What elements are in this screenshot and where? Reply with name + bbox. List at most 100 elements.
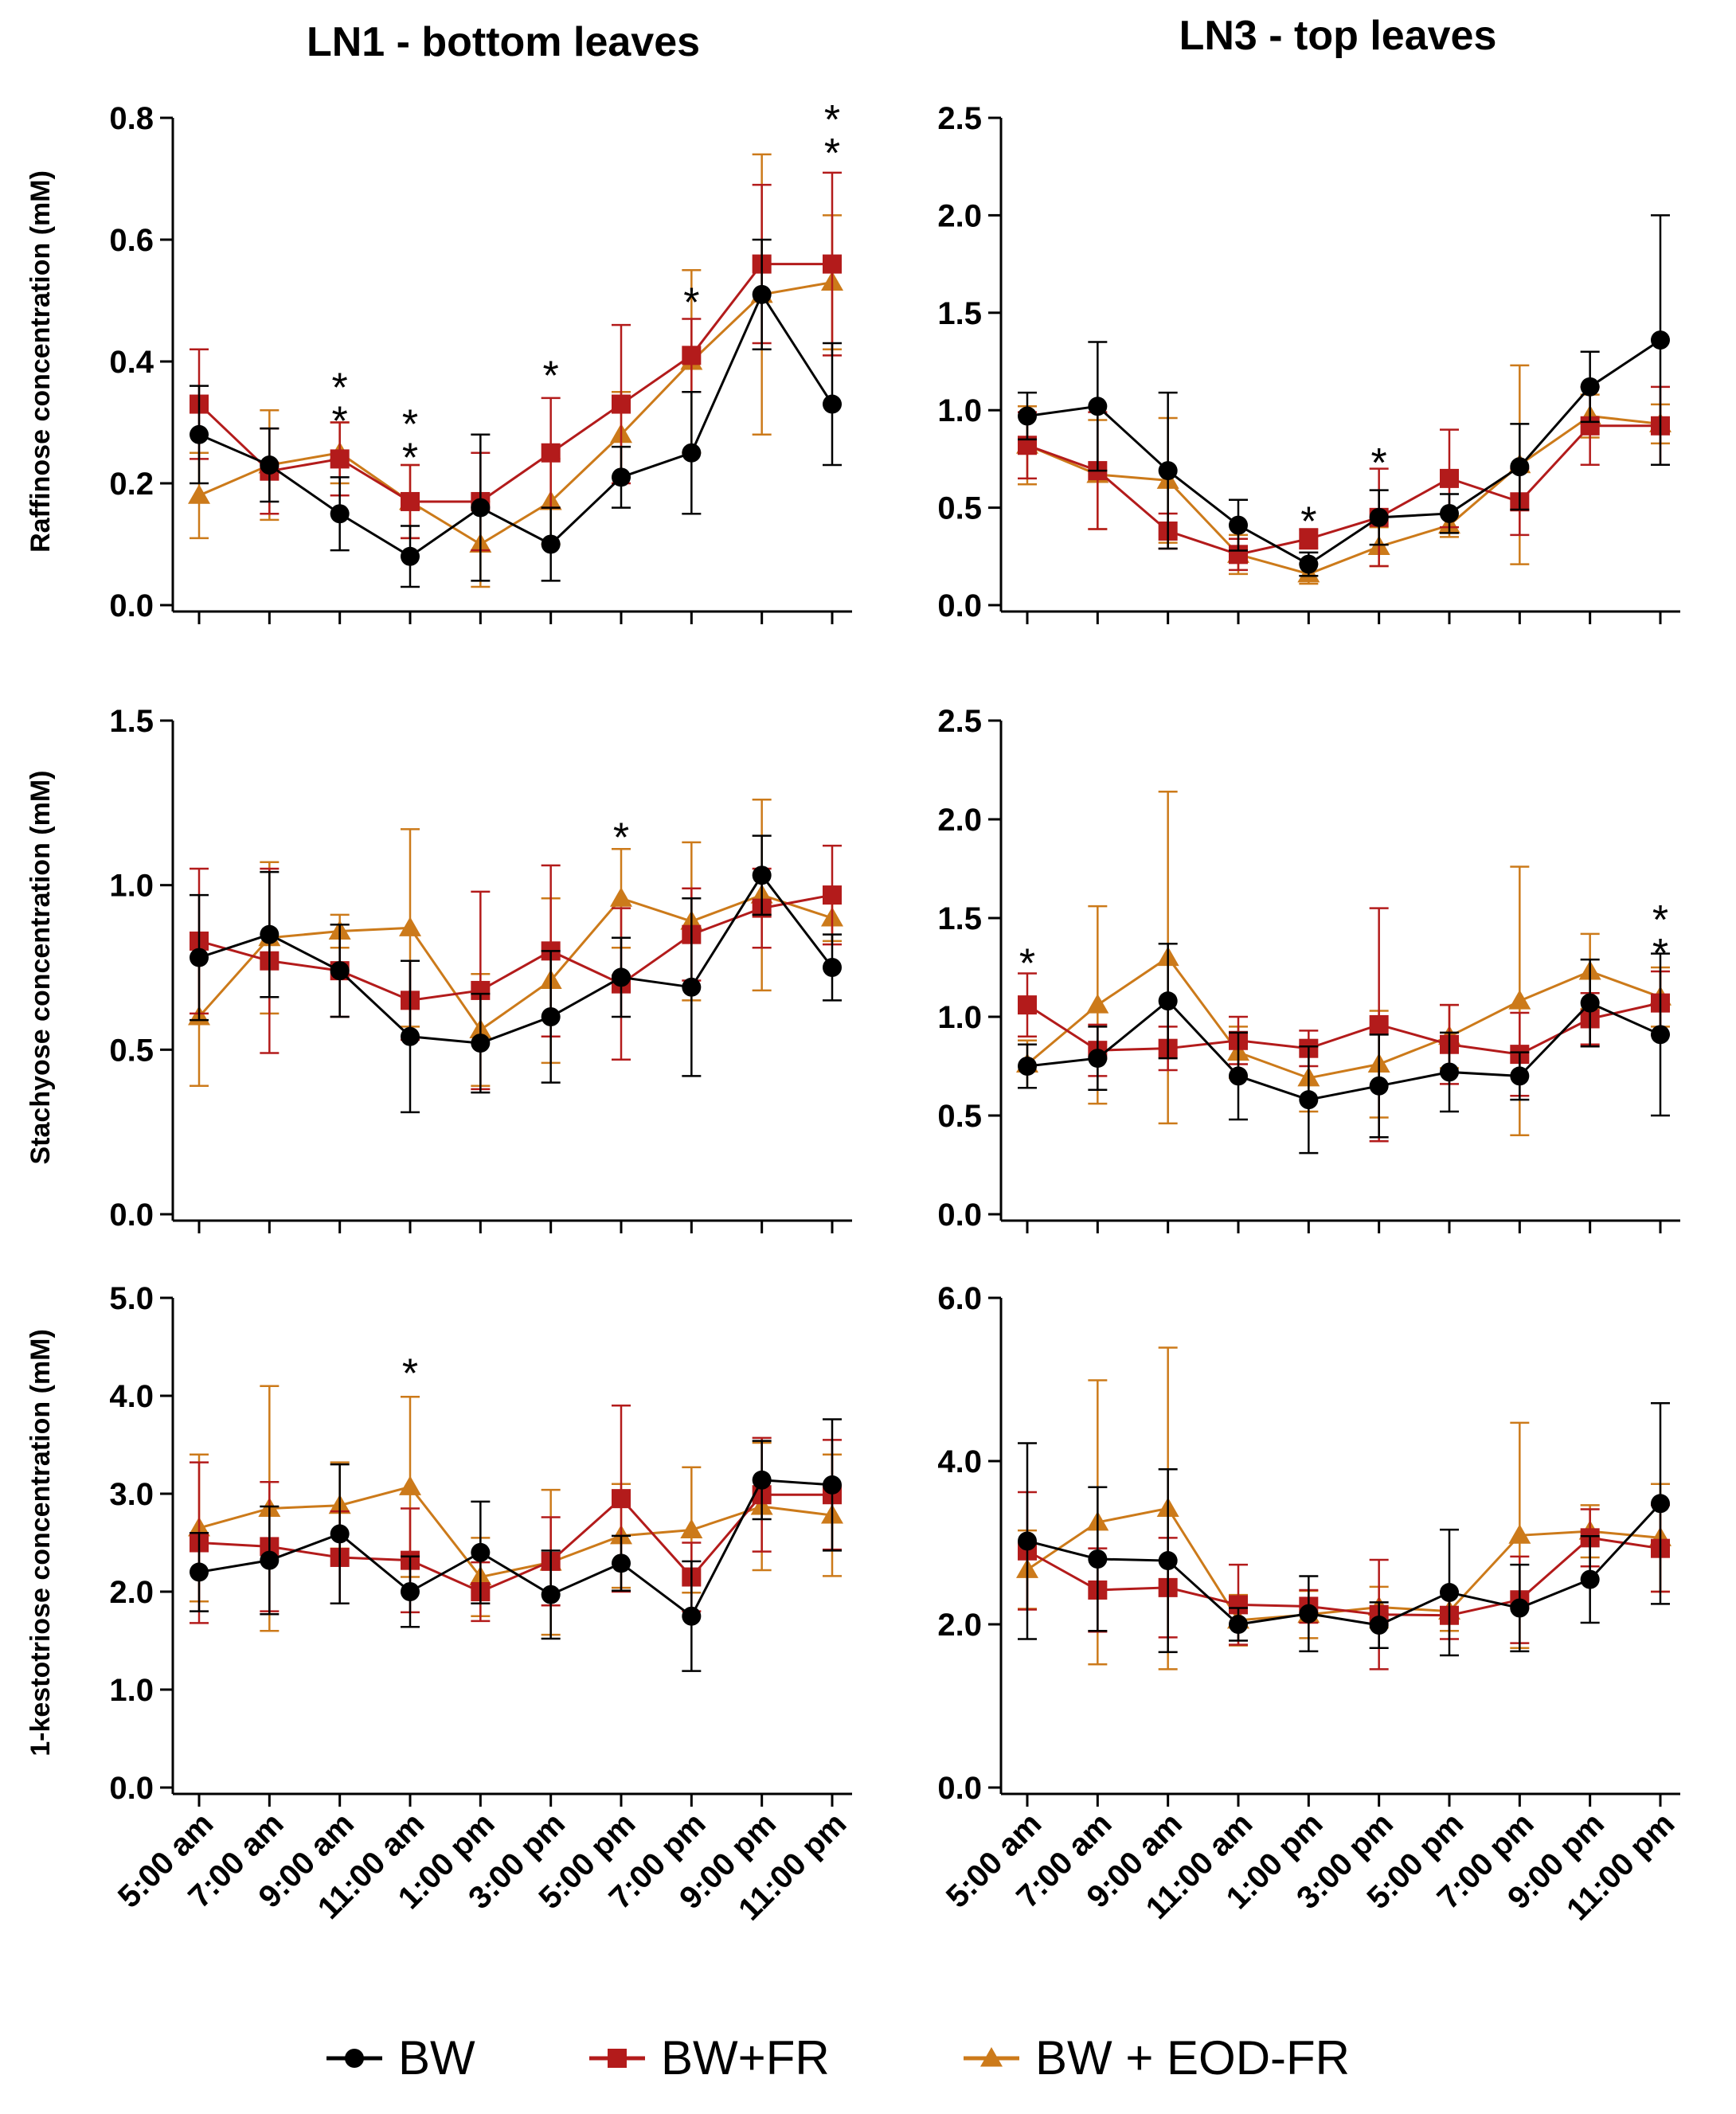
data-point: [823, 394, 842, 414]
series-line: [198, 281, 833, 546]
data-point: [260, 1550, 280, 1570]
data-point: [1158, 991, 1178, 1011]
chart-raffinose-ln1: 0.0 0.2 0.4 0.6 0.8 Raffinose concentration (…: [25, 97, 852, 624]
significance-star: *: [683, 280, 699, 326]
data-point: [190, 424, 209, 444]
data-point: [1510, 1598, 1530, 1618]
series-bw: [1018, 1401, 1670, 1657]
data-point: [823, 1475, 842, 1495]
data-point: [1440, 503, 1459, 523]
y-tick-label: 1.5: [937, 296, 982, 331]
y-tick-label: 1.5: [937, 901, 982, 936]
data-point: [1369, 1076, 1389, 1096]
y-tick-label: 0.0: [109, 1771, 154, 1806]
series-line: [198, 893, 833, 1002]
data-point: [330, 504, 350, 524]
y-tick-label: 0.0: [937, 1198, 982, 1233]
data-point: [682, 977, 702, 997]
series-bw-fr: [190, 844, 842, 1091]
y-tick-label: 2.0: [109, 1575, 154, 1610]
legend: BW BW+FR BW + EOD-FR: [326, 2031, 1350, 2085]
legend-marker: [980, 2047, 1003, 2067]
column-title-ln3: LN3 - top leaves: [1179, 13, 1497, 59]
data-point: [1229, 1066, 1248, 1086]
data-point: [1440, 1583, 1459, 1603]
y-axis-label: Stachyose concentration (mM): [25, 771, 56, 1165]
data-point: [541, 534, 561, 554]
data-point: [1440, 468, 1459, 488]
y-tick-label: 0.0: [109, 1198, 154, 1233]
series-bw: [1018, 214, 1670, 577]
y-tick-label: 1.0: [109, 1673, 154, 1708]
data-point: [1580, 377, 1600, 397]
series-bw: [190, 238, 842, 588]
legend-item-bw: BW: [326, 2031, 475, 2085]
data-point: [1018, 406, 1037, 426]
data-point: [1088, 1049, 1108, 1069]
data-point: [1018, 1531, 1037, 1551]
data-point: [612, 394, 631, 414]
chart-stachyose-ln3: 0.00.51.01.52.02.5***: [937, 704, 1680, 1233]
y-tick-label: 1.0: [937, 393, 982, 428]
series-line: [197, 893, 833, 1032]
data-point: [1508, 1524, 1531, 1544]
data-point: [541, 1585, 561, 1604]
y-tick-label: 0.5: [937, 1099, 982, 1134]
series-line: [198, 1479, 833, 1619]
data-point: [612, 1489, 631, 1509]
data-point: [1299, 1090, 1319, 1110]
data-point: [330, 1524, 350, 1544]
data-point: [612, 467, 631, 487]
y-tick-label: 3.0: [109, 1477, 154, 1512]
data-point: [1299, 1604, 1319, 1624]
series-line: [1026, 999, 1661, 1101]
data-point: [1299, 554, 1319, 574]
data-point: [682, 443, 702, 463]
data-point: [471, 498, 491, 518]
legend-marker: [608, 2049, 627, 2068]
data-point: [1580, 993, 1600, 1013]
series-bw-fr: [1018, 385, 1670, 572]
series-line: [1026, 414, 1661, 576]
data-point: [1651, 1025, 1670, 1045]
y-tick-label: 2.5: [937, 101, 982, 136]
legend-item-bw-eod-fr: BW + EOD-FR: [964, 2031, 1350, 2085]
y-tick-label: 0.5: [937, 491, 982, 526]
y-tick-label: 2.0: [937, 198, 982, 233]
series-bw-fr: [1018, 907, 1670, 1143]
data-point: [1158, 461, 1178, 481]
data-point: [823, 254, 842, 274]
data-point: [188, 484, 210, 504]
y-tick-label: 0.8: [109, 101, 154, 136]
y-tick-label: 2.0: [937, 1608, 982, 1643]
y-tick-label: 6.0: [937, 1281, 982, 1316]
y-tick-label: 1.0: [937, 1000, 982, 1035]
data-point: [680, 1518, 703, 1539]
chart-raffinose-ln3: 0.0 0.5 1.0 1.5 2.0 2.5 * *: [937, 101, 1680, 624]
series-line: [198, 1493, 832, 1593]
significance-star: *: [402, 436, 418, 482]
y-tick-label: 0.0: [109, 588, 154, 623]
data-point: [1510, 457, 1530, 477]
data-point: [401, 491, 420, 511]
series-bw-fr: [190, 171, 842, 552]
series-line: [1026, 955, 1661, 1080]
data-point: [1088, 397, 1108, 416]
data-point: [260, 455, 280, 475]
series-bw-eod-fr: [1016, 1346, 1671, 1670]
y-axis-label: Raffinose concentration (mM): [25, 170, 56, 553]
data-point: [1510, 1066, 1530, 1086]
series-line: [1026, 1502, 1662, 1627]
significance-star: *: [402, 402, 418, 448]
y-tick-label: 4.0: [937, 1444, 982, 1479]
data-point: [1018, 995, 1037, 1015]
y-tick-label: 0.4: [109, 345, 154, 380]
data-point: [1229, 515, 1248, 535]
series-line: [1026, 424, 1660, 556]
significance-star: *: [332, 365, 348, 412]
y-tick-label: 0.2: [109, 467, 154, 502]
data-point: [612, 1553, 631, 1573]
data-point: [471, 1542, 491, 1562]
